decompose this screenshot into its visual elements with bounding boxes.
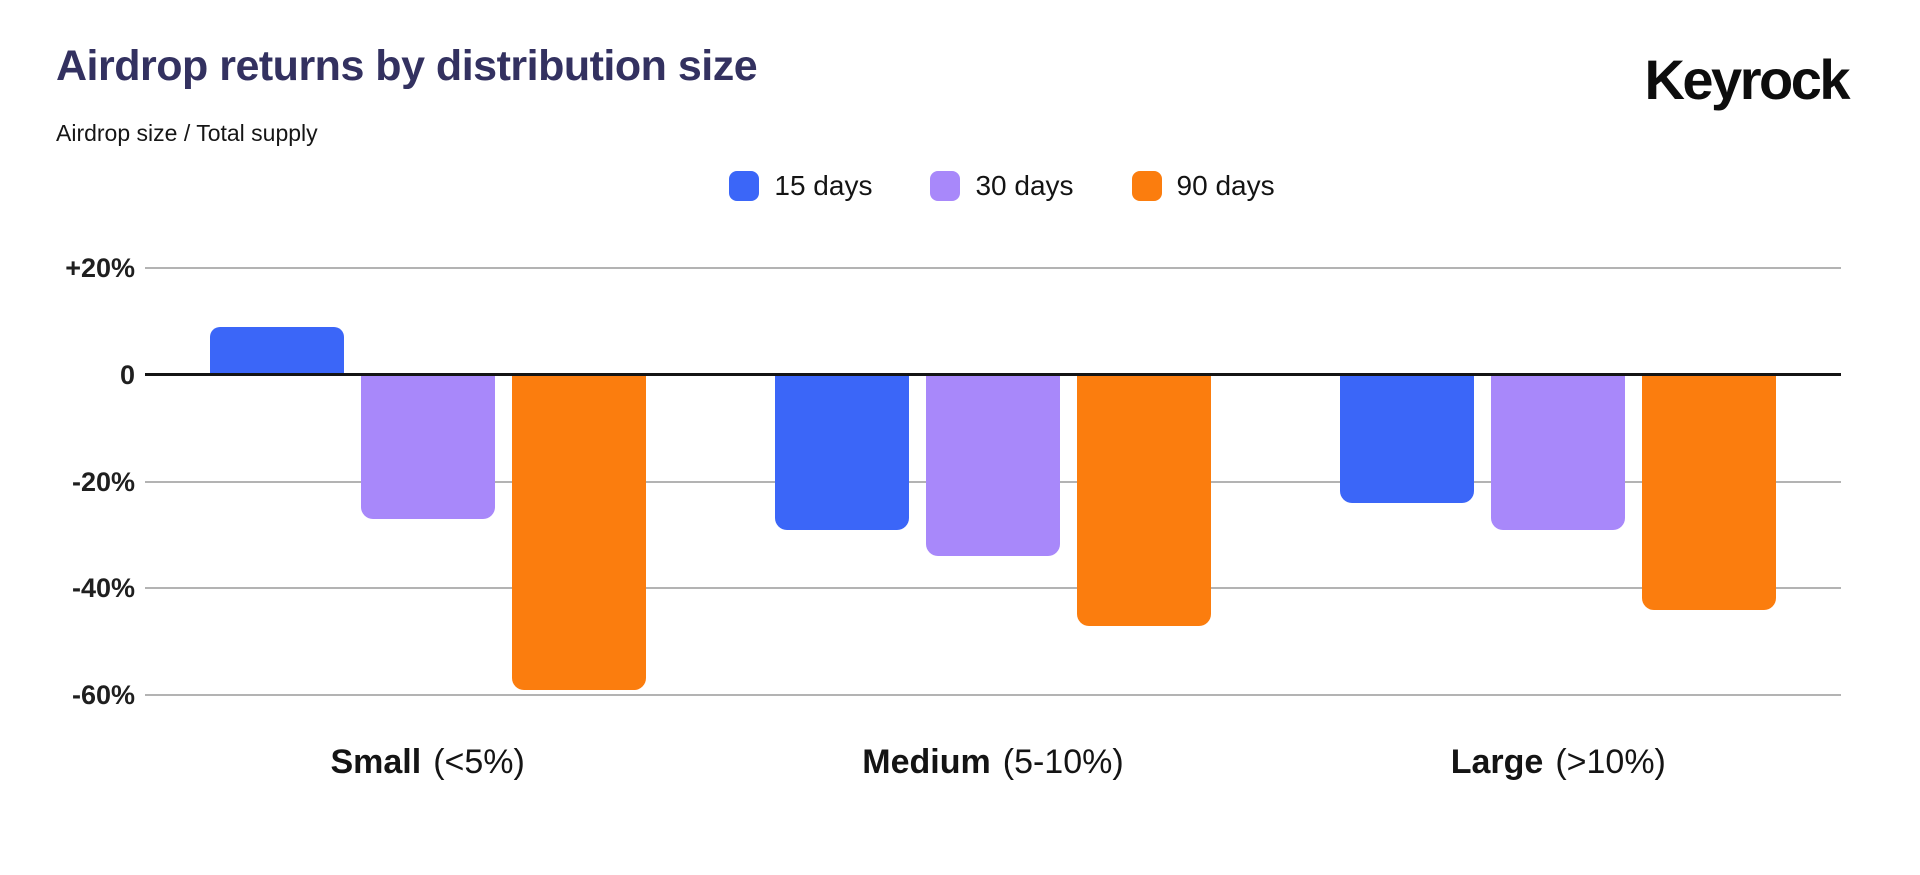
x-axis-zero-line: [145, 373, 1841, 377]
legend-label: 15 days: [774, 170, 873, 201]
category-qualifier: (5-10%): [1002, 743, 1124, 781]
category-name: Large: [1450, 743, 1544, 781]
y-axis-tick-label: 0: [119, 359, 135, 390]
category-label-medium: Medium (5-10%): [710, 736, 1275, 788]
y-axis-tick-label: -60%: [71, 680, 135, 710]
category-name: Medium: [862, 743, 991, 781]
y-axis-tick-label: -40%: [71, 573, 135, 604]
x-axis-category-labels: Small (<5%) Medium (5-10%) Large (>10%): [145, 736, 1841, 796]
legend-item-30-days: 30 days: [930, 170, 1074, 202]
bar-large-90-days: [1642, 374, 1777, 610]
gridline--40%: [145, 587, 1841, 590]
page-title: Airdrop returns by distribution size: [56, 42, 758, 90]
category-qualifier: (<5%): [433, 743, 525, 781]
bar-large-30-days: [1491, 374, 1626, 530]
keyrock-logo: Keyrock: [1644, 48, 1850, 111]
y-axis-tick-label: +20%: [65, 253, 135, 283]
legend-swatch-icon: [930, 171, 961, 201]
category-name: Small: [330, 743, 422, 781]
gridline--60%: [145, 694, 1841, 696]
legend-item-15-days: 15 days: [729, 170, 872, 202]
bar-small-15-days: [209, 326, 344, 375]
legend-label: 90 days: [1176, 170, 1275, 201]
chart-subtitle: Airdrop size / Total supply: [56, 120, 318, 146]
bar-medium-90-days: [1077, 374, 1211, 626]
bar-medium-15-days: [775, 374, 909, 530]
legend-label: 30 days: [975, 170, 1074, 201]
bar-large-15-days: [1340, 374, 1475, 503]
bar-small-30-days: [360, 374, 495, 519]
bar-small-90-days: [511, 374, 646, 690]
gridline-+20%: [145, 267, 1841, 269]
y-axis-labels: +20% 0 -20% -40% -60%: [0, 253, 135, 710]
legend-swatch-icon: [1131, 171, 1162, 201]
category-label-small: Small (<5%): [145, 736, 710, 788]
bar-chart-plot: [145, 267, 1841, 696]
bar-medium-30-days: [926, 374, 1060, 557]
legend-swatch-icon: [729, 171, 760, 201]
legend-item-90-days: 90 days: [1131, 170, 1275, 202]
y-axis-tick-label: -20%: [71, 466, 135, 497]
category-qualifier: (>10%): [1555, 743, 1666, 781]
category-label-large: Large (>10%): [1276, 736, 1841, 788]
chart-legend: 15 days 30 days 90 days: [42, 170, 1920, 202]
